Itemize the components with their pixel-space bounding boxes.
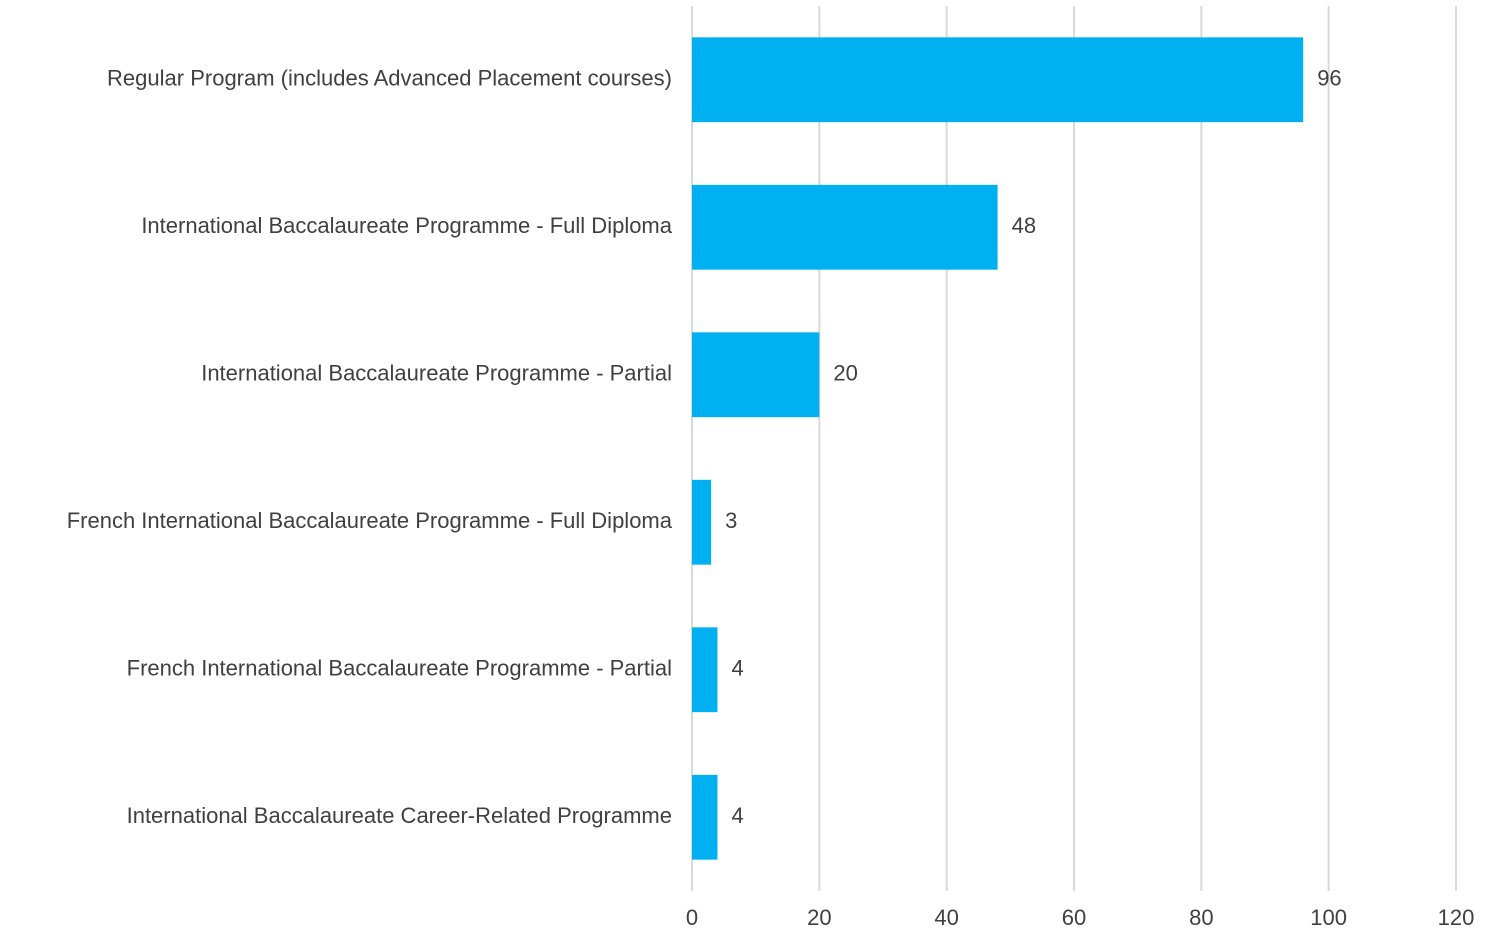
bar [692, 184, 998, 270]
y-tick-label: International Baccalaureate Career-Relat… [127, 803, 672, 828]
x-tick-label: 120 [1438, 905, 1475, 929]
x-tick-label: 80 [1189, 905, 1213, 929]
y-tick-label: Regular Program (includes Advanced Place… [107, 66, 672, 91]
data-label: 96 [1317, 66, 1341, 91]
bar [692, 332, 820, 418]
x-tick-label: 60 [1062, 905, 1086, 929]
y-tick-label: French International Baccalaureate Progr… [127, 656, 672, 681]
data-label: 48 [1012, 213, 1036, 238]
y-tick-label: International Baccalaureate Programme - … [141, 213, 672, 238]
data-label: 3 [725, 508, 737, 533]
data-label: 20 [833, 361, 857, 386]
bar [692, 479, 712, 565]
x-tick-label: 20 [807, 905, 831, 929]
data-label: 4 [731, 656, 743, 681]
x-tick-label: 40 [934, 905, 958, 929]
y-tick-label: International Baccalaureate Programme - … [201, 361, 672, 386]
y-tick-label: French International Baccalaureate Progr… [67, 508, 673, 533]
data-label: 4 [731, 803, 743, 828]
bar [692, 774, 718, 860]
bar [692, 627, 718, 713]
bar [692, 37, 1304, 123]
x-tick-label: 100 [1310, 905, 1347, 929]
x-tick-label: 0 [686, 905, 698, 929]
